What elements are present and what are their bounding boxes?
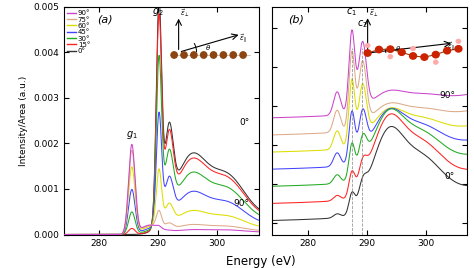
Y-axis label: Intensity/Area (a.u.): Intensity/Area (a.u.): [18, 76, 27, 166]
Text: 0°: 0°: [445, 172, 455, 181]
Text: (a): (a): [97, 15, 113, 25]
Text: g$_2$: g$_2$: [153, 6, 164, 18]
Text: g$_1$: g$_1$: [126, 129, 138, 141]
Legend: 90°, 75°, 60°, 45°, 30°, 15°, 0°: 90°, 75°, 60°, 45°, 30°, 15°, 0°: [66, 9, 92, 56]
Text: c$_1$: c$_1$: [346, 6, 357, 18]
Text: (b): (b): [288, 15, 304, 25]
Text: 90°: 90°: [439, 91, 455, 100]
Text: Energy (eV): Energy (eV): [226, 255, 295, 268]
Text: 0°: 0°: [239, 118, 250, 127]
Text: c$_2$: c$_2$: [357, 18, 368, 30]
Text: 90°: 90°: [234, 199, 250, 208]
